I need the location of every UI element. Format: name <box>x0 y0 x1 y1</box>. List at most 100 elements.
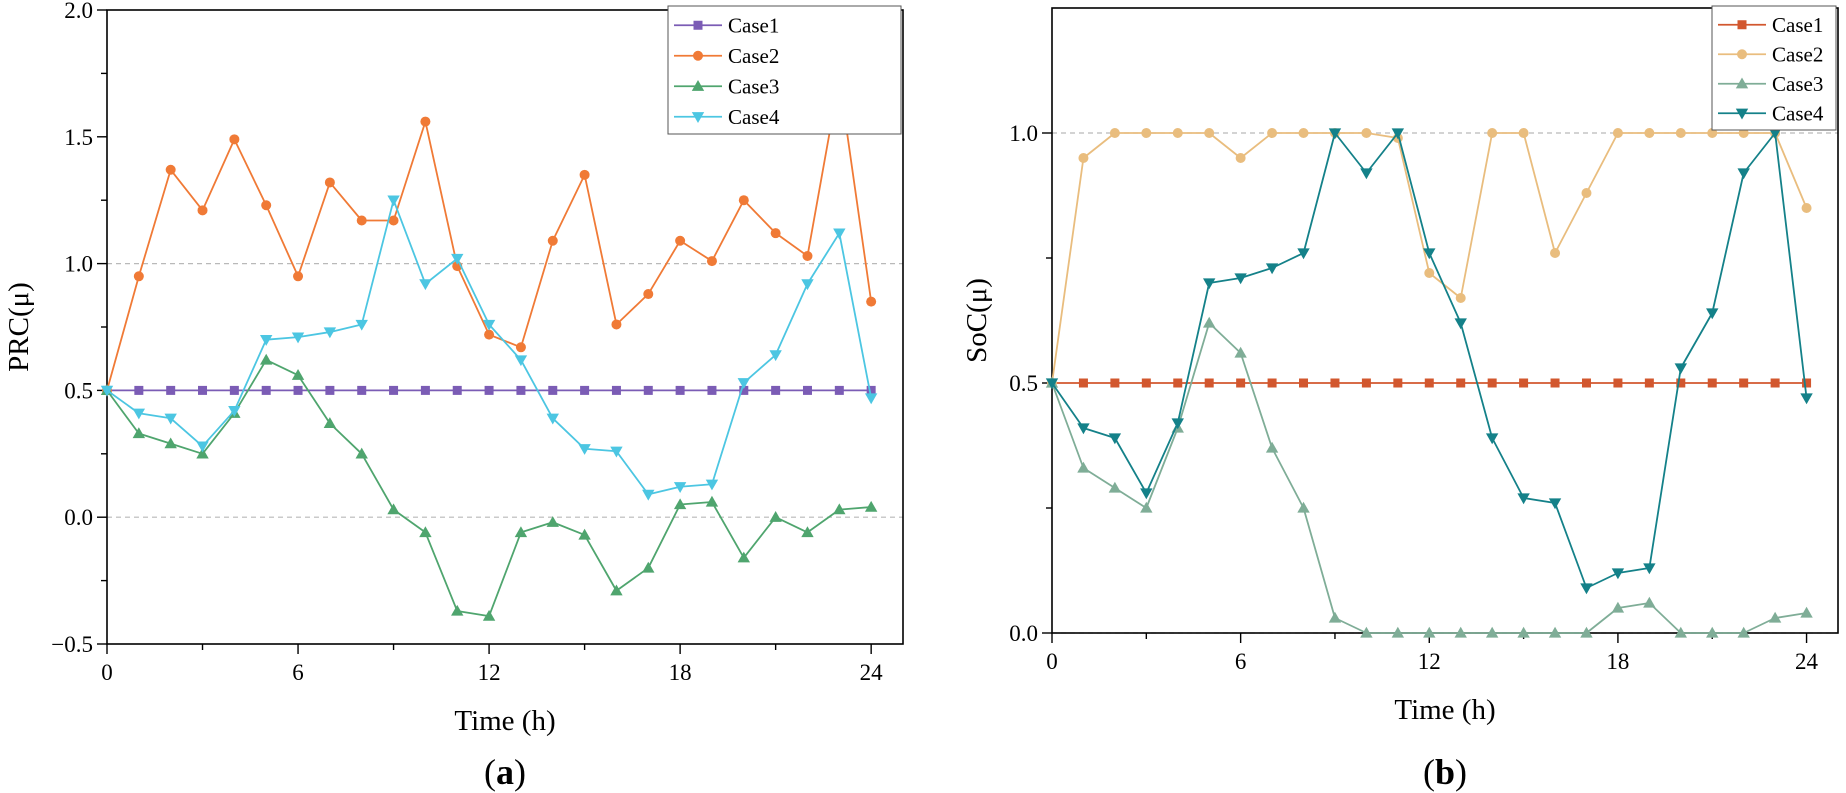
legend-marker <box>691 80 705 91</box>
x-tick-label: 12 <box>478 660 501 685</box>
data-point <box>642 489 655 501</box>
data-point <box>1674 363 1687 375</box>
data-point <box>610 446 623 458</box>
series-case2 <box>102 73 877 396</box>
data-point <box>1768 611 1782 623</box>
data-point <box>1141 128 1152 138</box>
series-case4 <box>100 195 878 501</box>
data-point <box>1234 346 1247 358</box>
data-point <box>164 413 177 425</box>
data-point <box>611 319 622 330</box>
data-point <box>1519 378 1529 388</box>
x-tick-label: 0 <box>1046 649 1058 674</box>
data-point <box>610 584 623 596</box>
data-point <box>1360 626 1373 638</box>
data-point <box>547 235 558 246</box>
data-point <box>357 385 367 395</box>
data-point <box>1078 378 1088 388</box>
data-point <box>1800 393 1813 405</box>
data-point <box>355 319 368 331</box>
data-point <box>1518 128 1529 138</box>
data-point <box>1328 611 1342 623</box>
y-axis-title: SoC(μ) <box>961 278 993 363</box>
legend-marker <box>691 112 705 123</box>
data-point <box>1581 378 1591 388</box>
series-line <box>106 359 872 618</box>
data-point <box>1203 316 1216 328</box>
data-point <box>482 319 496 331</box>
legend-label: Case3 <box>1772 72 1823 96</box>
y-tick-label: 0.5 <box>64 378 93 403</box>
data-point <box>1706 308 1719 320</box>
data-point <box>261 200 272 211</box>
data-point <box>514 526 528 538</box>
data-point <box>1140 501 1153 513</box>
x-tick-label: 24 <box>1795 649 1819 674</box>
x-axis-title: Time (h) <box>1394 694 1495 726</box>
data-point <box>1141 378 1151 388</box>
data-point <box>419 526 432 538</box>
data-point <box>1580 626 1593 638</box>
data-point <box>1737 168 1750 180</box>
data-point <box>643 289 654 300</box>
data-point <box>1612 128 1623 138</box>
data-point <box>514 355 528 367</box>
legend: Case1 Case2 Case3 Case4 <box>667 5 902 135</box>
data-point <box>388 215 399 226</box>
data-point <box>166 385 176 395</box>
data-point <box>611 385 621 395</box>
data-point <box>1707 378 1717 388</box>
data-point <box>387 195 400 207</box>
y-tick-label: 0.0 <box>1009 621 1038 646</box>
data-point <box>1391 626 1405 638</box>
data-point <box>739 385 749 395</box>
data-point <box>484 329 495 340</box>
series-case4 <box>1045 128 1813 595</box>
data-point <box>1674 626 1687 638</box>
data-point <box>801 526 814 538</box>
data-point <box>546 413 559 425</box>
data-point <box>196 441 209 453</box>
y-tick-label: 1.0 <box>1009 121 1038 146</box>
data-point <box>1550 248 1561 258</box>
x-tick-label: 24 <box>860 660 884 685</box>
data-point <box>578 528 591 540</box>
data-point <box>1045 378 1059 390</box>
data-point <box>132 427 146 439</box>
data-point <box>1108 481 1122 493</box>
data-point <box>864 393 878 405</box>
legend-label: Case3 <box>728 74 779 98</box>
legend-label: Case4 <box>728 105 780 129</box>
y-tick-label: −0.5 <box>51 632 93 657</box>
data-point <box>1675 128 1686 138</box>
data-point <box>738 195 749 206</box>
data-point <box>769 511 782 522</box>
data-point <box>451 604 464 616</box>
data-point <box>675 385 685 395</box>
data-point <box>1203 278 1216 290</box>
data-point <box>1548 626 1562 638</box>
data-point <box>1108 433 1122 445</box>
y-tick-label: 1.5 <box>64 125 93 150</box>
data-point <box>1235 153 1246 163</box>
data-point <box>578 444 591 455</box>
data-point <box>1360 168 1373 180</box>
x-tick-label: 18 <box>1606 649 1629 674</box>
data-point <box>324 177 335 188</box>
data-point <box>1456 378 1466 388</box>
data-point <box>864 500 878 512</box>
legend-label: Case2 <box>728 44 779 68</box>
legend-box <box>1711 5 1837 131</box>
data-point <box>133 271 144 282</box>
legend-marker <box>1735 77 1749 89</box>
chart-a: 0 6 12 18 24 −0.5 0.0 0.5 1.0 1.5 2.0 Time (h) PRC(μ… <box>3 0 904 792</box>
data-point <box>1737 626 1750 638</box>
legend-label: Case2 <box>1772 42 1823 66</box>
data-point <box>1613 378 1623 388</box>
panel-letter: b <box>1435 752 1455 792</box>
data-point <box>1204 128 1215 138</box>
data-point <box>420 116 431 127</box>
data-point <box>355 447 368 459</box>
data-point <box>675 235 686 246</box>
data-point <box>1768 128 1782 140</box>
